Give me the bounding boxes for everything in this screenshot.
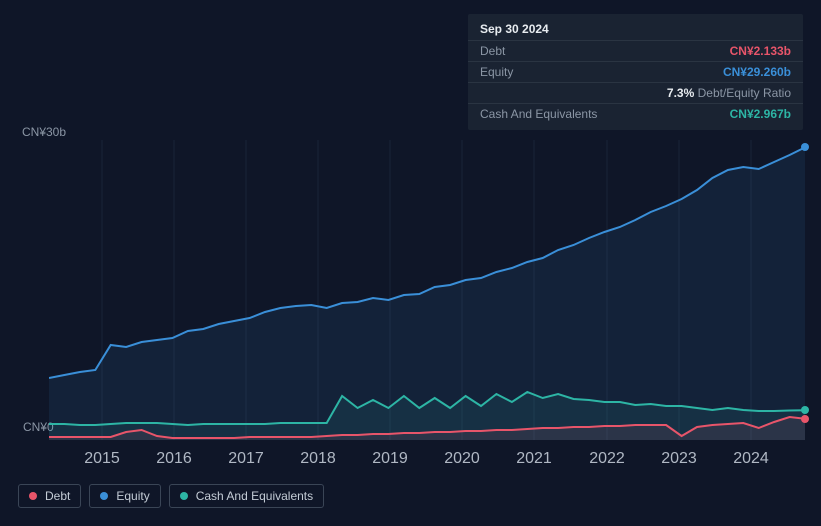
x-axis-labels: 2015 2016 2017 2018 2019 2020 2021 2022 2023 2024 (0, 450, 821, 466)
x-axis-year: 2024 (733, 450, 769, 468)
tooltip-row-value: CN¥2.133b (730, 44, 791, 58)
y-axis-label-top: CN¥30b (22, 125, 66, 139)
series-end-marker (801, 415, 809, 423)
tooltip-row-value: CN¥29.260b (723, 65, 791, 79)
legend-swatch (180, 492, 188, 500)
tooltip-row: Equity CN¥29.260b (468, 61, 803, 82)
legend-swatch (29, 492, 37, 500)
x-axis-year: 2016 (156, 450, 192, 468)
legend-label: Equity (116, 489, 149, 503)
x-axis-year: 2017 (228, 450, 264, 468)
series-end-marker (801, 406, 809, 414)
chart-tooltip: Sep 30 2024 Debt CN¥2.133b Equity CN¥29.260… (468, 14, 803, 130)
chart-plot-area (49, 140, 805, 440)
chart-legend: Debt Equity Cash And Equivalents (18, 484, 324, 508)
tooltip-row-label: Cash And Equivalents (480, 107, 597, 121)
tooltip-row: Cash And Equivalents CN¥2.967b (468, 103, 803, 124)
x-axis-year: 2022 (589, 450, 625, 468)
chart-svg (49, 140, 805, 440)
x-axis-year: 2020 (444, 450, 480, 468)
x-axis-year: 2015 (84, 450, 120, 468)
tooltip-row-label: Debt (480, 44, 505, 58)
x-axis-year: 2018 (300, 450, 336, 468)
x-axis-year: 2023 (661, 450, 697, 468)
tooltip-row-value: CN¥2.967b (730, 107, 791, 121)
series-end-marker (801, 143, 809, 151)
legend-label: Cash And Equivalents (196, 489, 313, 503)
tooltip-row-value: 7.3% Debt/Equity Ratio (667, 86, 791, 100)
legend-label: Debt (45, 489, 70, 503)
tooltip-row-label: Equity (480, 65, 513, 79)
legend-item-equity[interactable]: Equity (89, 484, 160, 508)
tooltip-row: Debt CN¥2.133b (468, 40, 803, 61)
equity-area (49, 147, 805, 440)
legend-swatch (100, 492, 108, 500)
tooltip-date: Sep 30 2024 (468, 20, 803, 40)
tooltip-row: 7.3% Debt/Equity Ratio (468, 82, 803, 103)
x-axis-year: 2021 (516, 450, 552, 468)
x-axis-year: 2019 (372, 450, 408, 468)
legend-item-cash-and-equivalents[interactable]: Cash And Equivalents (169, 484, 324, 508)
legend-item-debt[interactable]: Debt (18, 484, 81, 508)
